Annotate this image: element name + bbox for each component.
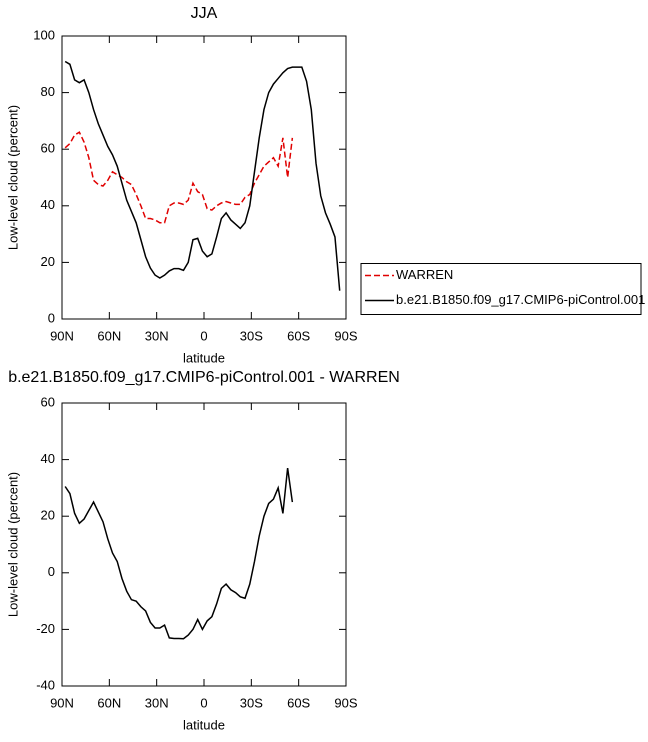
x-tick-label: 60N [97, 695, 121, 710]
data-line [64, 131, 294, 224]
x-axis-label: latitude [183, 717, 225, 732]
legend-box [360, 263, 642, 315]
y-tick-label: 60 [41, 141, 55, 156]
x-tick-label: 0 [200, 695, 207, 710]
y-tick-label: 60 [41, 394, 55, 409]
x-tick-label: 90S [334, 328, 357, 343]
y-tick-label: 20 [41, 508, 55, 523]
chart-title: JJA [191, 5, 218, 22]
x-tick-label: 90S [334, 695, 357, 710]
x-tick-label: 60S [287, 328, 310, 343]
x-tick-label: 30S [240, 328, 263, 343]
x-tick-label: 60N [97, 328, 121, 343]
y-tick-label: 40 [41, 197, 55, 212]
y-tick-label: 20 [41, 254, 55, 269]
x-tick-label: 90N [50, 695, 74, 710]
legend-label: WARREN [396, 267, 453, 282]
x-axis-label: latitude [183, 350, 225, 365]
y-axis-label: Low-level cloud (percent) [5, 472, 20, 617]
y-tick-label: 40 [41, 451, 55, 466]
plot-frame [61, 35, 347, 320]
x-tick-label: 30S [240, 695, 263, 710]
y-tick-label: -40 [36, 677, 55, 692]
y-tick-label: 0 [48, 564, 55, 579]
chart-title: b.e21.B1850.f09_g17.CMIP6-piControl.001 … [8, 369, 400, 386]
x-tick-label: 30N [145, 328, 169, 343]
y-tick-label: 80 [41, 84, 55, 99]
y-tick-label: 0 [48, 310, 55, 325]
y-tick-label: 100 [33, 27, 55, 42]
y-axis-label: Low-level cloud (percent) [5, 105, 20, 250]
data-line [64, 467, 294, 640]
x-tick-label: 60S [287, 695, 310, 710]
x-tick-label: 30N [145, 695, 169, 710]
y-tick-label: -20 [36, 621, 55, 636]
plot-frame [61, 402, 347, 687]
legend-label: b.e21.B1850.f09_g17.CMIP6-piControl.001 [396, 292, 645, 307]
x-tick-label: 0 [200, 328, 207, 343]
x-tick-label: 90N [50, 328, 74, 343]
data-line [64, 60, 341, 291]
